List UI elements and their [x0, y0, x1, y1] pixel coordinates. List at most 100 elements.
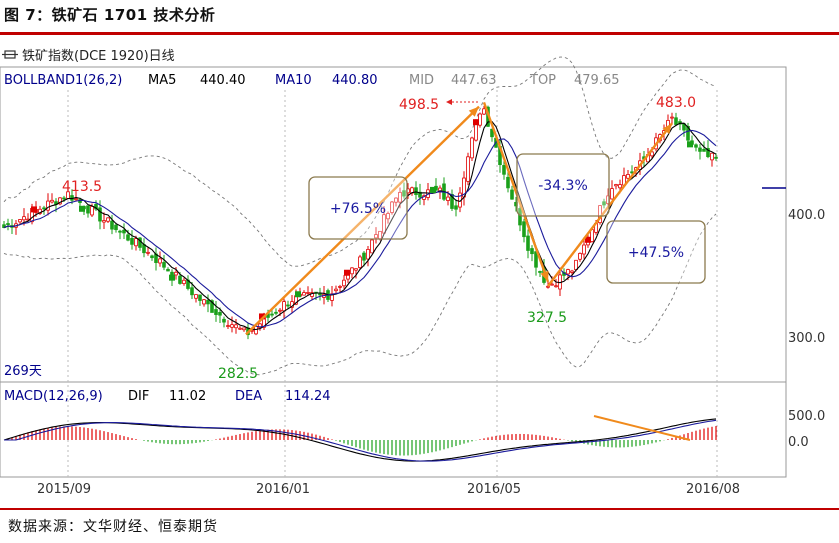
- price-label-high-3: 483.0: [656, 95, 696, 111]
- candle: [342, 275, 346, 289]
- source-note: 数据来源：文华财经、恒泰期货: [8, 519, 218, 535]
- macd-tick-0: 0.0: [788, 435, 809, 450]
- candle: [130, 230, 134, 250]
- candle: [206, 294, 210, 313]
- candle: [358, 254, 362, 270]
- bollinger-bands: [3, 56, 717, 376]
- candle: [106, 217, 110, 224]
- indicator-mid-label: MID: [409, 73, 434, 88]
- candle: [454, 199, 458, 217]
- macd-tick-500: 500.0: [788, 409, 825, 424]
- candle: [274, 308, 278, 316]
- candle: [482, 105, 486, 115]
- candle: [86, 205, 90, 218]
- candle: [478, 112, 482, 128]
- price-label-low-2: 327.5: [527, 310, 567, 326]
- candle: [142, 238, 146, 258]
- candle: [198, 294, 202, 306]
- macd-dif-label: DIF: [128, 389, 149, 404]
- candle: [710, 152, 714, 167]
- price-label-low-1: 282.5: [218, 366, 258, 382]
- indicator-boll-label: BOLLBAND1(26,2): [4, 73, 122, 88]
- candle: [58, 197, 62, 206]
- candle: [162, 254, 166, 271]
- swing-label-down: -34.3%: [538, 178, 588, 194]
- candle: [674, 112, 678, 127]
- indicator-top-label: TOP: [529, 73, 556, 88]
- signal-marker: [430, 186, 436, 193]
- candle: [414, 181, 418, 200]
- signal-marker: [259, 313, 265, 320]
- signal-marker: [585, 236, 591, 243]
- candle: [578, 252, 582, 262]
- boll-upper-band: [3, 56, 717, 267]
- high-pointer-arrow: [446, 99, 480, 105]
- candle: [242, 327, 246, 332]
- candle: [502, 161, 506, 180]
- candle: [118, 229, 122, 240]
- candle: [226, 320, 230, 329]
- signal-marker: [31, 206, 37, 213]
- signal-marker: [79, 205, 85, 212]
- candle: [74, 191, 78, 201]
- price-labels: 413.5 282.5 498.5 327.5 483.0: [62, 95, 696, 382]
- swing-annotations: +76.5% -34.3% +47.5%: [308, 153, 706, 284]
- swing-label-up-1: +76.5%: [330, 201, 386, 217]
- chart-title: 铁矿指数(DCE 1920)日线: [22, 49, 175, 64]
- candle: [450, 189, 454, 212]
- candle: [554, 278, 558, 288]
- candle: [238, 326, 242, 331]
- swing-label-up-2: +47.5%: [628, 245, 684, 261]
- candle: [386, 211, 390, 224]
- date-axis: 2015/09 2016/01 2016/05 2016/08: [37, 482, 740, 497]
- candle: [330, 286, 334, 307]
- candle: [230, 316, 234, 333]
- candle: [374, 227, 378, 244]
- macd-dea-line: [4, 419, 717, 462]
- candle: [354, 268, 358, 279]
- signal-markers: [31, 119, 693, 320]
- title-rule: [0, 32, 839, 35]
- candle: [218, 307, 222, 324]
- signal-marker: [473, 119, 479, 126]
- candle: [602, 198, 606, 209]
- candle: [210, 299, 214, 313]
- candle: [366, 245, 370, 267]
- candle: [334, 285, 338, 294]
- trend-arrow-up-2: [547, 122, 673, 287]
- candle: [426, 182, 430, 201]
- macd-dif-value: 11.02: [169, 389, 206, 404]
- swing-box-up-2: +47.5%: [606, 220, 706, 284]
- indicator-row: BOLLBAND1(26,2) MA5 440.40 MA10 440.80 M…: [4, 73, 620, 88]
- candle: [214, 300, 218, 322]
- candle: [490, 128, 494, 142]
- candle: [234, 318, 238, 334]
- trend-arrow-up-1: [245, 105, 480, 336]
- candle: [46, 193, 50, 216]
- price-tick-400: 400.0: [788, 208, 825, 223]
- indicator-ma10-label: MA10: [275, 73, 312, 88]
- date-tick-2016-05: 2016/05: [467, 482, 521, 497]
- macd-dea-label: DEA: [235, 389, 262, 404]
- candle: [682, 122, 686, 137]
- candle: [614, 183, 618, 190]
- macd-header: MACD(12,26,9) DIF 11.02 DEA 114.24: [4, 389, 331, 404]
- candle: [698, 143, 702, 160]
- candle: [102, 212, 106, 229]
- candle: [166, 267, 170, 272]
- candle: [222, 316, 226, 328]
- candle: [506, 169, 510, 193]
- macd-dif-line: [3, 418, 717, 462]
- indicator-top-value: 479.65: [574, 73, 620, 88]
- swing-box-up-1: +76.5%: [308, 176, 408, 240]
- date-tick-2015-09: 2015/09: [37, 482, 91, 497]
- candle: [146, 247, 150, 256]
- trend-arrow-down: [482, 101, 550, 283]
- macd-dea-value: 114.24: [285, 389, 331, 404]
- candle: [714, 153, 718, 161]
- candle: [394, 197, 398, 207]
- candle: [466, 152, 470, 186]
- chart-type-icon: [2, 50, 18, 59]
- candle: [670, 112, 674, 125]
- macd-lines: [3, 415, 717, 462]
